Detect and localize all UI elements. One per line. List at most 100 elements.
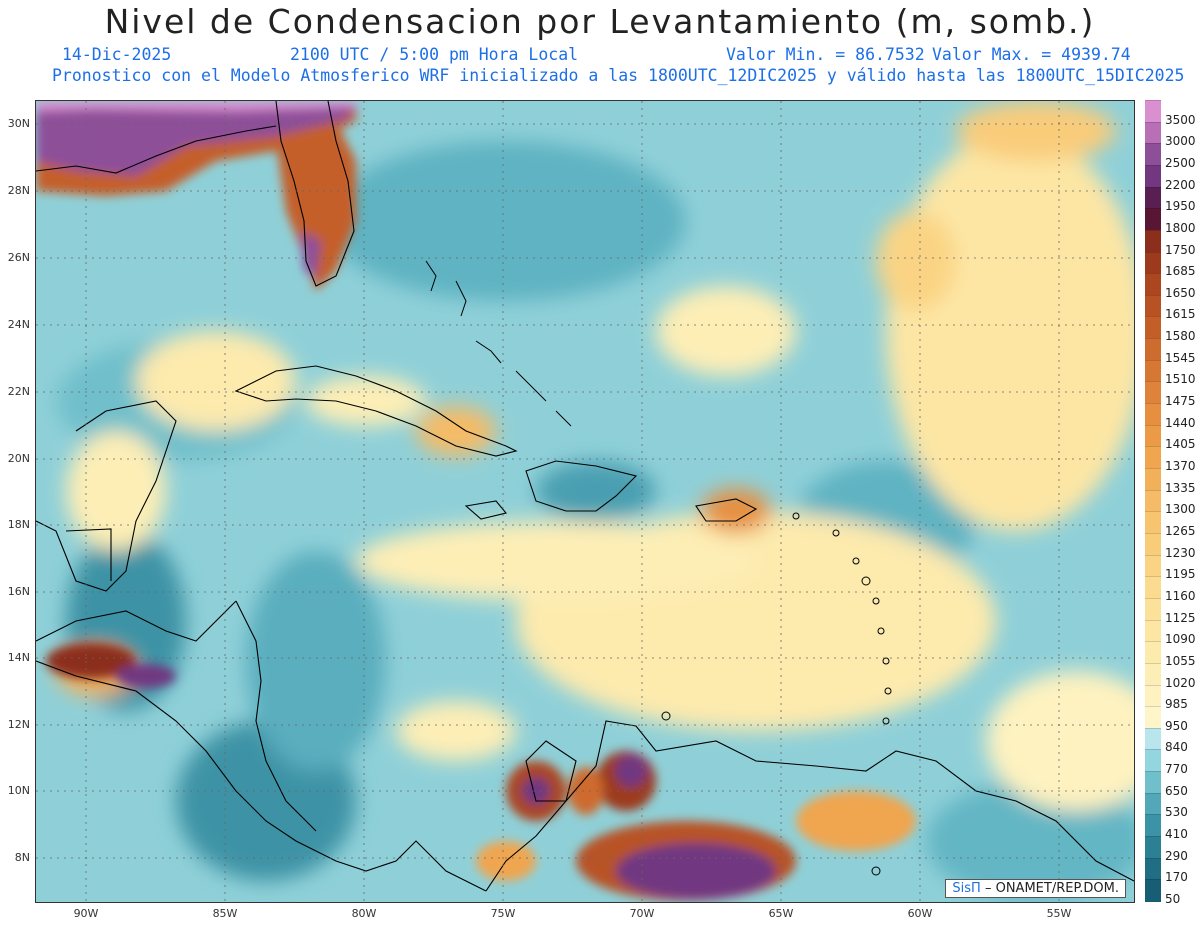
colorbar-swatch	[1145, 749, 1161, 773]
lat-label-8N: 8N	[14, 851, 30, 864]
colorbar-label: 1370	[1165, 459, 1196, 474]
colorbar-label: 1405	[1165, 437, 1196, 452]
colorbar-label: 1055	[1165, 653, 1196, 668]
credit-label: SisΠ – ONAMET/REP.DOM.	[945, 879, 1126, 898]
colorbar-swatch	[1145, 381, 1161, 405]
model-info: Pronostico con el Modelo Atmosferico WRF…	[52, 66, 1185, 85]
colorbar-swatch	[1145, 229, 1161, 253]
colorbar-swatch	[1145, 468, 1161, 491]
colorbar-swatch	[1145, 706, 1161, 729]
colorbar-swatch	[1145, 879, 1161, 902]
colorbar-swatch	[1145, 597, 1161, 621]
colorbar-swatch	[1145, 532, 1161, 556]
lat-label-22N: 22N	[7, 385, 30, 398]
colorbar-label: 1090	[1165, 632, 1196, 647]
colorbar-label: 2200	[1165, 177, 1196, 192]
colorbar-swatch	[1145, 208, 1161, 231]
colorbar-swatch	[1145, 641, 1161, 664]
colorbar-label: 1650	[1165, 285, 1196, 300]
colorbar-swatch	[1145, 100, 1161, 123]
sispi-logo: SisΠ	[952, 881, 981, 896]
colorbar-label: 170	[1165, 870, 1188, 885]
lon-label-60W: 60W	[907, 907, 933, 920]
colorbar-label: 840	[1165, 740, 1188, 755]
forecast-time: 2100 UTC / 5:00 pm Hora Local	[290, 45, 579, 64]
colorbar-label: 1950	[1165, 199, 1196, 214]
colorbar-label: 1160	[1165, 588, 1196, 603]
colorbar-swatch	[1145, 857, 1161, 881]
lon-label-70W: 70W	[629, 907, 655, 920]
colorbar-label: 985	[1165, 697, 1188, 712]
map-field	[36, 101, 1134, 902]
colorbar-label: 650	[1165, 783, 1188, 798]
colorbar-label: 1020	[1165, 675, 1196, 690]
colorbar-swatch	[1145, 121, 1161, 145]
colorbar-label: 1230	[1165, 545, 1196, 560]
colorbar-label: 1335	[1165, 480, 1196, 495]
colorbar-label: 530	[1165, 805, 1188, 820]
colorbar-label: 1265	[1165, 523, 1196, 538]
colorbar-label: 1440	[1165, 415, 1196, 430]
colorbar-swatch	[1145, 251, 1161, 275]
colorbar-label: 290	[1165, 848, 1188, 863]
colorbar-swatch	[1145, 424, 1161, 448]
colorbar-label: 410	[1165, 827, 1188, 842]
lat-label-30N: 30N	[7, 117, 30, 130]
lat-label-20N: 20N	[7, 452, 30, 465]
colorbar-swatch	[1145, 814, 1161, 838]
lon-label-85W: 85W	[212, 907, 238, 920]
colorbar-swatch	[1145, 446, 1161, 470]
colorbar-label: 1195	[1165, 567, 1196, 582]
colorbar-label: 50	[1165, 892, 1181, 906]
colorbar-swatch	[1145, 511, 1161, 534]
colorbar-swatch	[1145, 619, 1161, 643]
colorbar-swatch	[1145, 186, 1161, 210]
min-value: Valor Min. = 86.7532	[726, 45, 925, 64]
lat-label-24N: 24N	[7, 318, 30, 331]
colorbar-swatch	[1145, 403, 1161, 426]
lon-label-75W: 75W	[490, 907, 516, 920]
lon-label-65W: 65W	[768, 907, 794, 920]
colorbar-label: 1615	[1165, 307, 1196, 322]
colorbar-label: 1750	[1165, 242, 1196, 257]
lat-label-16N: 16N	[7, 585, 30, 598]
colorbar-swatch	[1145, 771, 1161, 794]
forecast-map: SisΠ – ONAMET/REP.DOM.	[35, 100, 1135, 903]
lon-label-55W: 55W	[1046, 907, 1072, 920]
colorbar-swatch	[1145, 489, 1161, 513]
colorbar-swatch	[1145, 143, 1161, 166]
lat-label-28N: 28N	[7, 184, 30, 197]
colorbar-swatch	[1145, 662, 1161, 686]
colorbar-swatch	[1145, 294, 1161, 318]
colorbar-swatch	[1145, 359, 1161, 383]
colorbar-label: 1475	[1165, 394, 1196, 409]
colorbar-swatch	[1145, 338, 1161, 361]
map-title: Nivel de Condensacion por Levantamiento …	[104, 2, 1096, 41]
colorbar-label: 1300	[1165, 502, 1196, 517]
colorbar-label: 1580	[1165, 329, 1196, 344]
colorbar-label: 770	[1165, 762, 1188, 777]
colorbar-label: 1125	[1165, 610, 1196, 625]
colorbar-label: 1510	[1165, 372, 1196, 387]
colorbar-swatch	[1145, 576, 1161, 599]
colorbar: 3500 3000 2500 2200 1950 1800 1750 1685 1650 1615…	[1145, 100, 1196, 906]
lat-label-14N: 14N	[7, 651, 30, 664]
colorbar-swatch	[1145, 554, 1161, 578]
colorbar-label: 950	[1165, 718, 1188, 733]
colorbar-label: 3500	[1165, 112, 1196, 127]
colorbar-swatch	[1145, 164, 1161, 188]
colorbar-label: 3000	[1165, 134, 1196, 149]
lat-label-26N: 26N	[7, 251, 30, 264]
colorbar-swatch	[1145, 792, 1161, 816]
forecast-date: 14-Dic-2025	[62, 45, 172, 64]
colorbar-label: 1545	[1165, 350, 1196, 365]
colorbar-swatch	[1145, 727, 1161, 751]
colorbar-label: 1800	[1165, 220, 1196, 235]
colorbar-swatch	[1145, 836, 1161, 859]
colorbar-label: 1685	[1165, 264, 1196, 279]
colorbar-label: 2500	[1165, 155, 1196, 170]
lat-label-18N: 18N	[7, 518, 30, 531]
colorbar-swatch	[1145, 316, 1161, 340]
lon-label-80W: 80W	[351, 907, 377, 920]
max-value: Valor Max. = 4939.74	[932, 45, 1131, 64]
